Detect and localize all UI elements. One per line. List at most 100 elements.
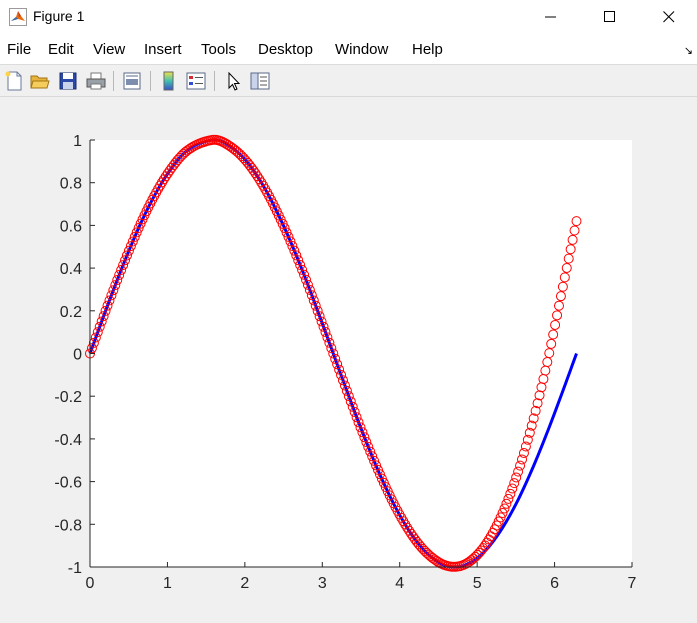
toolbar-separator <box>113 71 114 91</box>
red-circle-marker <box>495 512 506 523</box>
menu-window[interactable]: Window <box>335 41 389 58</box>
property-editor-icon[interactable] <box>249 70 271 92</box>
x-tick-label: 1 <box>163 575 172 592</box>
red-circle-marker <box>478 543 489 554</box>
minimize-button[interactable] <box>528 0 574 34</box>
legend-icon[interactable] <box>185 70 207 92</box>
red-circle-marker <box>281 227 292 238</box>
colorbar-icon[interactable] <box>158 70 180 92</box>
red-circle-marker <box>287 241 298 251</box>
x-tick-label: 5 <box>473 575 482 592</box>
menu-edit[interactable]: Edit <box>48 41 74 58</box>
red-circle-marker <box>374 469 385 480</box>
maximize-button[interactable] <box>587 0 633 34</box>
red-circle-marker <box>339 380 350 391</box>
red-circle-marker <box>409 534 420 545</box>
menu-desktop[interactable]: Desktop <box>258 41 314 58</box>
red-circle-marker <box>507 483 518 494</box>
red-circle-marker <box>503 493 514 504</box>
red-circle-marker <box>345 396 356 407</box>
menu-view[interactable]: View <box>93 41 126 58</box>
red-circle-marker <box>279 223 290 234</box>
menu-file[interactable]: File <box>7 41 32 58</box>
close-icon <box>663 11 675 23</box>
red-circle-marker <box>408 531 419 542</box>
print-preview-icon[interactable] <box>121 70 143 92</box>
red-circle-marker <box>361 437 372 448</box>
red-circle-marker <box>534 390 545 401</box>
red-circle-marker <box>353 417 364 428</box>
red-circle-marker <box>513 466 524 477</box>
red-circle-marker <box>563 253 574 264</box>
red-circle-marker <box>164 165 175 176</box>
red-circle-marker <box>550 319 561 330</box>
y-tick-label: -0.8 <box>54 517 82 534</box>
red-circle-marker <box>511 472 522 483</box>
red-circle-marker <box>571 216 582 227</box>
red-circle-marker <box>517 454 528 465</box>
red-circle-marker <box>304 285 315 296</box>
toolbar-separator <box>150 71 151 91</box>
red-circle-marker <box>98 311 109 322</box>
y-tick-label: 0.2 <box>60 304 82 321</box>
red-circle-marker <box>232 147 243 158</box>
red-circle-marker <box>162 168 173 179</box>
x-axis-ticks: 0 1 2 3 4 5 6 7 <box>86 562 637 592</box>
y-tick-label: 0.8 <box>60 176 82 193</box>
red-circle-marker <box>421 547 432 558</box>
red-circle-marker <box>102 300 113 311</box>
red-circle-marker <box>326 343 337 354</box>
red-circle-marker <box>176 150 187 161</box>
matlab-icon <box>9 8 27 26</box>
red-circle-marker <box>559 272 570 283</box>
red-circle-marker <box>355 422 366 433</box>
red-circle-marker <box>526 420 537 431</box>
red-circle-marker <box>116 265 127 276</box>
menu-help[interactable]: Help <box>412 41 443 58</box>
save-icon[interactable] <box>57 70 79 92</box>
red-circle-marker <box>306 290 317 301</box>
red-circle-marker <box>497 508 508 519</box>
maximize-icon <box>604 11 615 22</box>
red-circle-marker <box>86 343 97 354</box>
menu-bar: File Edit View Insert Tools Desktop Wind… <box>0 34 697 65</box>
x-tick-label: 3 <box>318 575 327 592</box>
toolbar <box>0 65 697 97</box>
close-button[interactable] <box>646 0 692 34</box>
plot-area <box>90 140 632 567</box>
red-circle-marker <box>332 359 343 370</box>
red-circle-marker <box>322 332 333 343</box>
red-circle-marker <box>365 446 376 457</box>
new-figure-icon[interactable] <box>3 70 25 92</box>
red-circle-marker <box>92 327 103 338</box>
red-circle-marker <box>419 545 430 556</box>
print-icon[interactable] <box>85 70 107 92</box>
red-circle-marker <box>125 241 136 252</box>
menu-insert[interactable]: Insert <box>144 41 182 58</box>
red-circle-marker <box>565 244 576 255</box>
dock-arrow-icon[interactable]: ↘ <box>683 45 693 57</box>
menu-tools[interactable]: Tools <box>201 41 237 58</box>
red-circle-marker <box>318 321 329 332</box>
red-circle-marker <box>524 427 535 438</box>
pointer-icon[interactable] <box>222 70 244 92</box>
red-circle-marker <box>308 295 319 306</box>
red-circle-marker <box>520 441 531 452</box>
red-circle-marker <box>104 295 115 306</box>
red-circle-marker <box>246 162 257 173</box>
open-file-icon[interactable] <box>29 70 51 92</box>
title-bar: Figure 1 <box>0 0 697 34</box>
red-circle-marker <box>548 329 559 340</box>
red-circle-marker <box>324 337 335 348</box>
red-circle-marker <box>561 262 572 273</box>
red-circle-marker <box>546 338 557 349</box>
red-circle-marker <box>310 300 321 311</box>
y-tick-label: 0.4 <box>60 261 82 278</box>
y-tick-label: -1 <box>68 560 82 577</box>
red-circle-marker <box>369 455 380 466</box>
red-circle-marker <box>297 264 308 275</box>
red-circle-marker <box>230 145 241 156</box>
y-tick-label: 0.6 <box>60 218 82 235</box>
x-tick-label: 6 <box>550 575 559 592</box>
red-circle-marker <box>357 427 368 438</box>
